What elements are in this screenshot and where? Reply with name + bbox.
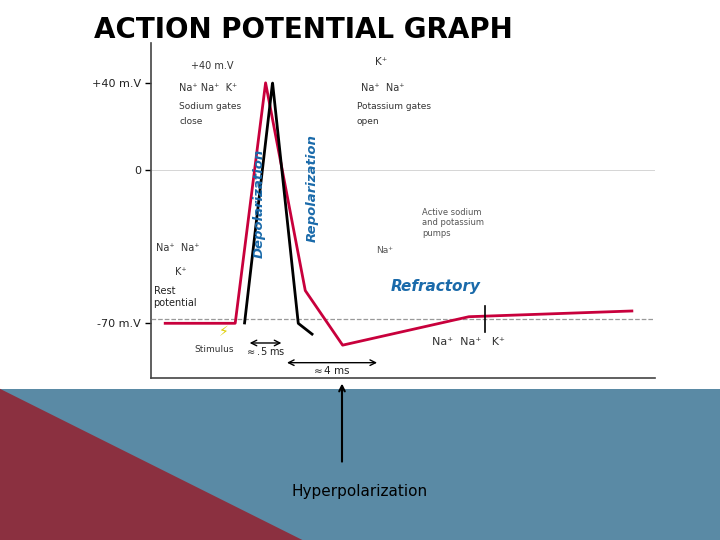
Text: Na⁺ Na⁺  K⁺: Na⁺ Na⁺ K⁺	[179, 83, 238, 93]
Text: $\approx$4 ms: $\approx$4 ms	[311, 363, 351, 376]
Text: close: close	[179, 117, 202, 126]
Text: Potassium gates: Potassium gates	[356, 102, 431, 111]
Text: ACTION POTENTIAL GRAPH: ACTION POTENTIAL GRAPH	[94, 16, 513, 44]
Polygon shape	[0, 389, 720, 540]
Text: +40 m.V: +40 m.V	[191, 62, 233, 71]
Text: Na⁺  Na⁺: Na⁺ Na⁺	[156, 243, 199, 253]
Text: Rest
potential: Rest potential	[153, 286, 197, 308]
Text: Repolarization: Repolarization	[306, 134, 319, 241]
Text: Refractory: Refractory	[391, 279, 481, 294]
Text: Hyperpolarization: Hyperpolarization	[292, 484, 428, 499]
Text: $\approx$.5 ms: $\approx$.5 ms	[246, 345, 286, 357]
Text: K⁺: K⁺	[375, 57, 387, 67]
Text: Active sodium
and potassium
pumps: Active sodium and potassium pumps	[422, 208, 484, 238]
Text: Na⁺  Na⁺: Na⁺ Na⁺	[361, 83, 405, 93]
Text: Sodium gates: Sodium gates	[179, 102, 241, 111]
Polygon shape	[0, 389, 302, 540]
Text: K⁺: K⁺	[174, 267, 186, 277]
Text: Stimulus: Stimulus	[194, 345, 234, 354]
Text: ⚡: ⚡	[219, 326, 228, 340]
Text: Depolarization: Depolarization	[253, 148, 266, 258]
Text: Na⁺  Na⁺   K⁺: Na⁺ Na⁺ K⁺	[432, 337, 505, 347]
Text: open: open	[356, 117, 379, 126]
Text: Na⁺: Na⁺	[376, 246, 393, 255]
